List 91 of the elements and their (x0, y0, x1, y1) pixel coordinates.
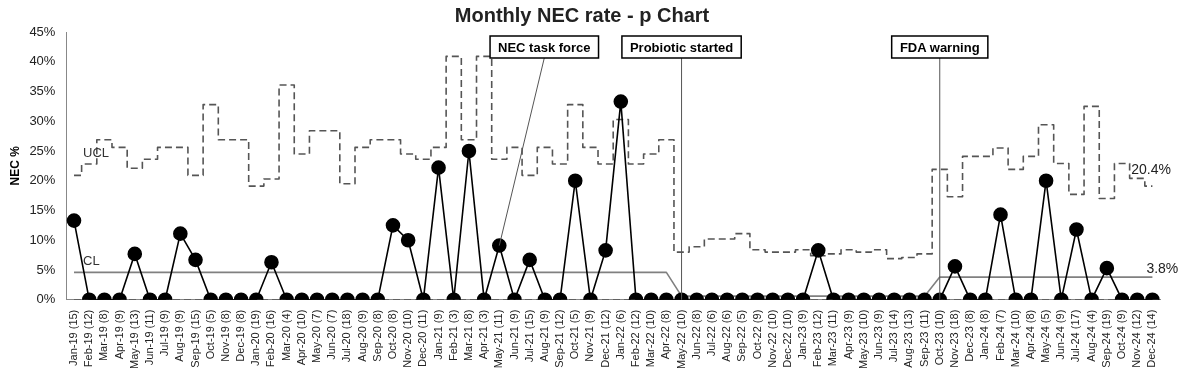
x-tick-label: Feb-19 (12) (82, 309, 95, 368)
x-tick-label: Apr-20 (10) (294, 309, 307, 366)
x-tick-label: Jan-24 (8) (978, 309, 991, 360)
y-tick-label: 0% (36, 291, 56, 307)
x-tick-label: Dec-20 (11) (416, 309, 429, 367)
x-tick-label: Aug-23 (13) (902, 309, 915, 368)
x-tick-label: Aug-21 (9) (537, 309, 550, 362)
x-tick-label: Oct-21 (5) (568, 309, 581, 360)
x-tick-label: Jun-20 (7) (325, 309, 338, 360)
annotation: FDA warning (899, 39, 980, 55)
x-tick-label: Sep-24 (19) (1099, 309, 1112, 368)
x-tick-label: May-24 (5) (1039, 309, 1052, 363)
x-tick-label: Aug-20 (9) (355, 309, 368, 362)
series-label: CL (83, 253, 100, 269)
x-tick-label: Apr-19 (9) (112, 309, 125, 360)
x-tick-label: Jul-24 (17) (1069, 309, 1082, 363)
x-tick-label: Feb-21 (3) (446, 309, 459, 362)
x-tick-label: Dec-19 (8) (234, 309, 247, 362)
y-tick-label: 10% (29, 231, 56, 247)
x-tick-label: Apr-23 (9) (841, 309, 854, 360)
x-tick-label: Jan-20 (19) (249, 309, 262, 366)
x-tick-label: Dec-23 (8) (963, 309, 976, 362)
x-tick-label: May-21 (11) (492, 309, 505, 369)
y-tick-label: 25% (29, 142, 56, 158)
x-tick-label: Oct-20 (8) (386, 309, 399, 360)
y-tick-label: 5% (36, 261, 56, 277)
x-tick-label: Jul-23 (14) (887, 309, 900, 363)
x-tick-label: May-20 (7) (310, 309, 323, 363)
annotation: NEC task force (498, 39, 591, 55)
x-tick-label: Jan-23 (9) (796, 309, 809, 360)
x-tick-label: Feb-23 (12) (811, 309, 824, 368)
x-tick-label: Jun-22 (8) (689, 309, 702, 360)
series-label: UCL (83, 145, 110, 161)
x-tick-label: Aug-19 (9) (173, 309, 186, 362)
x-tick-label: Feb-20 (16) (264, 309, 277, 368)
annotation: 20.4% (1131, 161, 1171, 178)
x-tick-label: Sep-19 (15) (188, 309, 201, 368)
x-tick-label: Nov-19 (8) (218, 309, 231, 362)
x-tick-label: Nov-22 (10) (765, 309, 778, 368)
x-tick-label: May-23 (10) (856, 309, 869, 369)
x-tick-label: Aug-24 (4) (1084, 309, 1097, 362)
x-tick-label: Dec-21 (12) (598, 309, 611, 368)
x-tick-label: Mar-21 (8) (461, 309, 474, 362)
y-tick-label: 20% (29, 172, 56, 188)
x-tick-label: Oct-24 (9) (1115, 309, 1128, 360)
x-tick-label: Sep-20 (8) (370, 309, 383, 362)
x-tick-label: Mar-22 (10) (644, 309, 657, 368)
x-tick-label: Mar-20 (4) (279, 309, 292, 362)
x-tick-label: Nov-21 (9) (583, 309, 596, 362)
x-tick-label: Jan-22 (6) (613, 309, 626, 360)
x-tick-label: Sep-22 (5) (735, 309, 748, 362)
y-tick-label: 30% (29, 112, 56, 128)
y-tick-label: 35% (29, 83, 56, 99)
annotation: 3.8% (1146, 259, 1179, 276)
x-tick-label: May-19 (13) (127, 309, 140, 369)
x-tick-label: Jan-21 (9) (431, 309, 444, 360)
x-tick-label: Jun-23 (9) (872, 309, 885, 360)
x-tick-label: Mar-19 (8) (97, 309, 110, 362)
y-tick-label: 45% (29, 23, 56, 39)
x-tick-label: Feb-22 (12) (629, 309, 642, 368)
x-tick-label: Sep-23 (11) (917, 309, 930, 367)
x-tick-label: Sep-21 (12) (553, 309, 566, 368)
x-tick-label: May-22 (10) (674, 309, 687, 369)
x-tick-label: Jul-22 (6) (704, 309, 717, 357)
x-tick-label: Jul-19 (9) (158, 309, 171, 357)
x-tick-label: Mar-23 (11) (826, 309, 839, 367)
x-tick-label: Aug-22 (6) (720, 309, 733, 362)
x-tick-label: Jun-24 (9) (1054, 309, 1067, 360)
x-tick-label: Jun-21 (9) (507, 309, 520, 360)
x-tick-label: Nov-24 (12) (1130, 309, 1143, 368)
x-tick-label: Apr-21 (3) (477, 309, 490, 360)
y-tick-label: 40% (29, 53, 56, 69)
chart-title: Monthly NEC rate - p Chart (454, 3, 710, 26)
x-tick-label: Jan-19 (15) (67, 309, 80, 366)
x-tick-label: Mar-24 (10) (1008, 309, 1021, 368)
x-tick-label: Nov-20 (10) (401, 309, 414, 368)
x-tick-label: Jul-21 (15) (522, 309, 535, 363)
annotation: Probiotic started (629, 39, 734, 55)
x-tick-label: Nov-23 (18) (947, 309, 960, 368)
x-tick-label: Dec-22 (10) (780, 309, 793, 368)
x-tick-label: Apr-22 (8) (659, 309, 672, 360)
y-axis-title: NEC % (7, 145, 22, 186)
x-tick-label: Apr-24 (8) (1023, 309, 1036, 360)
x-tick-label: Dec-24 (14) (1145, 309, 1158, 368)
x-tick-label: Oct-19 (5) (203, 309, 216, 360)
y-tick-label: 15% (29, 202, 56, 218)
x-tick-label: Oct-23 (10) (932, 309, 945, 366)
x-tick-label: Jul-20 (18) (340, 309, 353, 363)
x-tick-label: Feb-24 (7) (993, 309, 1006, 362)
x-tick-label: Oct-22 (9) (750, 309, 763, 360)
x-tick-label: Jun-19 (11) (142, 309, 155, 366)
